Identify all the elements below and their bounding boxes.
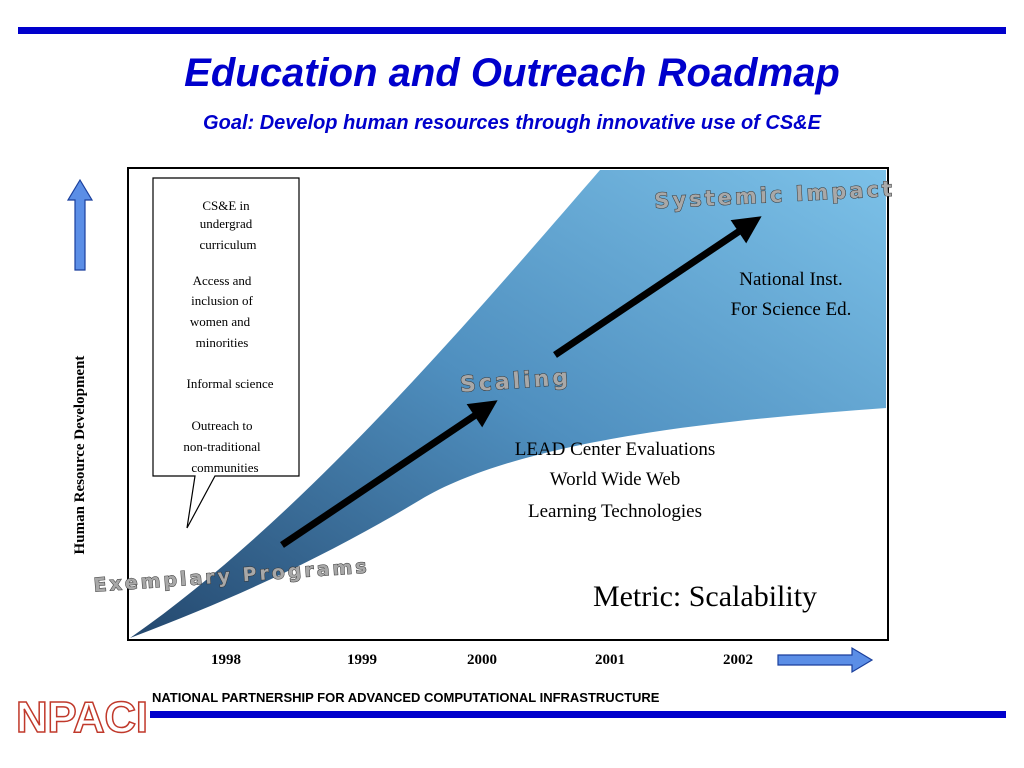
- callout-line: CS&E in: [202, 198, 250, 213]
- up-arrow: [66, 178, 94, 271]
- year-label: 2000: [467, 652, 497, 668]
- callout-line: Informal science: [187, 376, 274, 391]
- note-line: National Inst.: [739, 269, 842, 290]
- year-label: 1999: [347, 652, 377, 668]
- title: Education and Outreach Roadmap: [184, 51, 840, 95]
- note-line: LEAD Center Evaluations: [515, 439, 716, 460]
- year-label: 1998: [211, 652, 241, 668]
- note-line: Learning Technologies: [528, 501, 702, 522]
- progress-arrow: [553, 216, 762, 358]
- callout: [152, 177, 300, 529]
- callout-line: communities: [191, 460, 258, 475]
- progress-arrow: [280, 400, 498, 548]
- callout-line: minorities: [196, 335, 249, 350]
- callout-line: undergrad: [200, 216, 253, 231]
- callout-line: women and: [190, 314, 251, 329]
- callout-line: curriculum: [199, 237, 256, 252]
- subtitle: Goal: Develop human resources through in…: [203, 112, 822, 134]
- callout-line: inclusion of: [191, 293, 253, 308]
- footer-text: NATIONAL PARTNERSHIP FOR ADVANCED COMPUT…: [152, 690, 660, 705]
- bottom-bar: [150, 711, 1006, 718]
- year-label: 2001: [595, 652, 625, 668]
- callout-line: Access and: [193, 273, 252, 288]
- logo: NPACI: [16, 693, 146, 742]
- year-label: 2002: [723, 652, 753, 668]
- callout-line: Outreach to: [191, 418, 252, 433]
- right-arrow: [777, 646, 874, 674]
- callout-line: non-traditional: [183, 439, 261, 454]
- y-axis-label: Human Resource Development: [72, 356, 88, 555]
- top-bar: [18, 27, 1006, 34]
- note-line: For Science Ed.: [731, 299, 852, 320]
- note-line: World Wide Web: [550, 469, 681, 490]
- metric: Metric: Scalability: [593, 580, 817, 613]
